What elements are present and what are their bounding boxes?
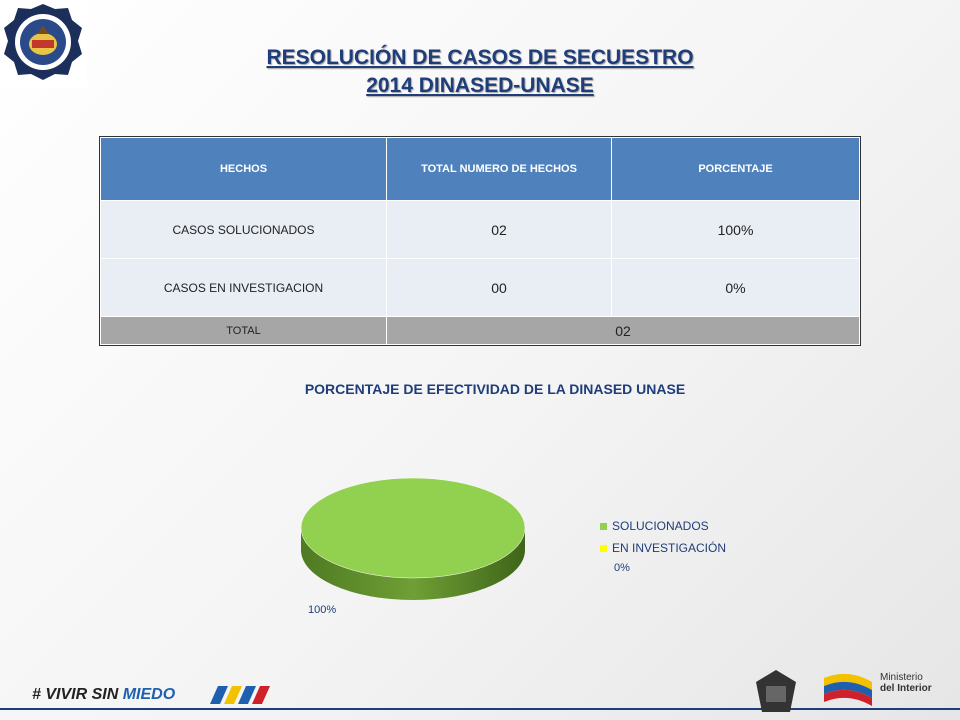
chart-legend: SOLUCIONADOS EN INVESTIGACIÓN (600, 515, 726, 559)
slogan: # VIVIR SIN MIEDO (32, 686, 175, 704)
chart-title: PORCENTAJE DE EFECTIVIDAD DE LA DINASED … (304, 381, 686, 397)
table-total-row: TOTAL 02 (100, 316, 860, 345)
table-header-row: HECHOS TOTAL NUMERO DE HECHOS PORCENTAJE (100, 137, 860, 201)
dinased-logo (0, 0, 87, 87)
header-porcentaje: PORCENTAJE (611, 137, 860, 201)
flag-stripes-icon (210, 686, 270, 704)
table-row: CASOS SOLUCIONADOS 02 100% (100, 200, 860, 259)
dinased-badge-icon (4, 4, 82, 80)
police-emblem-icon (756, 670, 796, 712)
total-value: 02 (386, 316, 860, 345)
row-label: CASOS SOLUCIONADOS (100, 200, 387, 259)
pie-chart (300, 477, 526, 600)
ministerio-label: Ministerio del Interior (880, 672, 932, 694)
title-line-1: RESOLUCIÓN DE CASOS DE SECUESTRO (266, 46, 694, 69)
slogan-part-1: # VIVIR SIN (32, 686, 119, 703)
row-total: 00 (386, 258, 612, 317)
header-hechos: HECHOS (100, 137, 387, 201)
pie-side-wall (301, 528, 525, 600)
page-title: RESOLUCIÓN DE CASOS DE SECUESTRO 2014 DI… (180, 44, 780, 100)
table-row: CASOS EN INVESTIGACION 00 0% (100, 258, 860, 317)
cases-table: HECHOS TOTAL NUMERO DE HECHOS PORCENTAJE… (100, 137, 860, 345)
data-label-zero: 0% (614, 562, 630, 574)
legend-item: SOLUCIONADOS (600, 515, 726, 537)
legend-item: EN INVESTIGACIÓN (600, 537, 726, 559)
legend-label: EN INVESTIGACIÓN (612, 541, 727, 555)
ministerio-line-2: del Interior (880, 683, 932, 694)
total-label: TOTAL (100, 316, 387, 345)
ministerio-flag-icon (824, 673, 872, 706)
legend-swatch (600, 522, 607, 530)
footer-line (0, 708, 960, 710)
pie-slice-solucionados (300, 477, 526, 579)
ministerio-line-1: Ministerio (880, 672, 923, 683)
row-total: 02 (386, 200, 612, 259)
row-pct: 100% (611, 200, 860, 259)
legend-swatch (600, 544, 607, 552)
row-label: CASOS EN INVESTIGACION (100, 258, 387, 317)
slogan-part-2: MIEDO (122, 686, 176, 703)
row-pct: 0% (611, 258, 860, 317)
legend-label: SOLUCIONADOS (612, 519, 709, 533)
header-total: TOTAL NUMERO DE HECHOS (386, 137, 612, 201)
data-label-full: 100% (308, 604, 337, 616)
title-line-2: 2014 DINASED-UNASE (366, 74, 594, 97)
